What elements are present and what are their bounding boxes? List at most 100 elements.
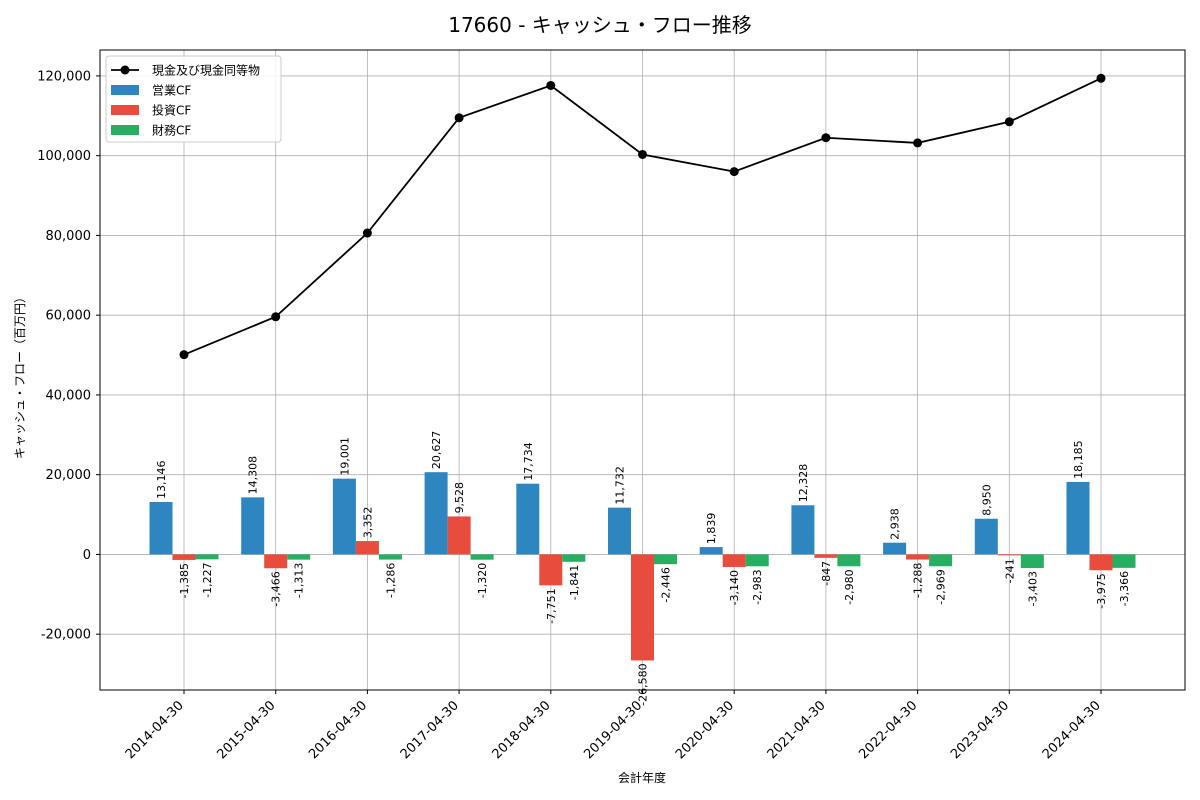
- bar-営業CF: [516, 483, 540, 555]
- bar-value-label: -241: [1003, 558, 1016, 583]
- y-tick-label: 40,000: [46, 388, 92, 403]
- x-axis-ticks: 2014-04-30 2015-04-30 2016-04-30 2017-04-30…: [123, 690, 1104, 762]
- x-tick-label: 2024-04-30: [1040, 698, 1104, 762]
- bar-投資CF: [631, 554, 654, 661]
- bar-営業CF: [883, 542, 907, 555]
- bar-財務CF: [654, 554, 677, 565]
- x-tick-label: 2021-04-30: [765, 698, 829, 762]
- x-tick-label: 2014-04-30: [123, 698, 187, 762]
- bar-value-label: 20,627: [430, 431, 443, 470]
- bar-value-label: -3,975: [1095, 573, 1108, 608]
- bar-財務CF: [1112, 554, 1136, 568]
- bar-営業CF: [332, 478, 356, 555]
- bar-value-label: -1,286: [384, 563, 397, 598]
- bar-財務CF: [378, 554, 402, 560]
- y-tick-label: 60,000: [46, 309, 92, 324]
- bar-value-label: -1,841: [568, 565, 581, 600]
- bar-財務CF: [929, 554, 953, 567]
- bar-営業CF: [424, 472, 448, 555]
- legend-label: 財務CF: [152, 123, 191, 138]
- bar-value-label: 19,001: [338, 437, 351, 476]
- bar-value-label: 11,732: [614, 466, 627, 505]
- legend-swatch: [111, 85, 139, 95]
- bar-value-label: 1,839: [705, 513, 718, 545]
- line-point: [1004, 117, 1014, 127]
- line-point: [271, 312, 281, 322]
- y-axis-label: キャッシュ・フロー（百万円）: [13, 291, 27, 459]
- bars: [149, 472, 1136, 661]
- legend-marker: [120, 65, 130, 75]
- line-point: [362, 228, 372, 238]
- bar-財務CF: [195, 554, 219, 560]
- x-tick-label: 2018-04-30: [490, 698, 554, 762]
- bar-営業CF: [241, 497, 265, 555]
- bar-value-label: -1,320: [476, 563, 489, 598]
- bar-value-label: -7,751: [545, 588, 558, 623]
- bar-value-label: -3,466: [270, 571, 283, 606]
- bar-value-label: -26,580: [637, 663, 650, 705]
- bar-財務CF: [837, 554, 861, 567]
- y-tick-label: 20,000: [46, 468, 92, 483]
- bar-value-label: -1,385: [178, 563, 191, 598]
- bar-営業CF: [791, 505, 815, 555]
- bar-value-label: 14,308: [247, 456, 260, 495]
- legend-swatch: [111, 125, 139, 135]
- y-tick-label: 0: [83, 548, 91, 563]
- bar-value-label: 8,950: [980, 484, 993, 516]
- y-tick-label: 100,000: [37, 149, 91, 164]
- x-tick-label: 2022-04-30: [856, 698, 920, 762]
- cash-line: [179, 73, 1106, 360]
- bar-投資CF: [355, 541, 379, 555]
- legend-label: 現金及び現金同等物: [152, 63, 260, 78]
- bar-財務CF: [470, 554, 494, 560]
- bar-value-label: -847: [820, 561, 833, 586]
- bar-value-label: -3,366: [1118, 571, 1131, 606]
- data-labels: 13,146 14,308 19,001 20,627 17,734 11,732 1,83…: [155, 431, 1131, 706]
- bar-財務CF: [562, 554, 586, 562]
- bar-value-label: 2,938: [889, 508, 902, 540]
- bar-営業CF: [974, 518, 998, 555]
- x-tick-label: 2016-04-30: [306, 698, 370, 762]
- x-tick-label: 2020-04-30: [673, 698, 737, 762]
- bar-営業CF: [608, 507, 631, 555]
- bar-営業CF: [699, 547, 723, 555]
- chart-title: 17660 - キャッシュ・フロー推移: [448, 13, 752, 37]
- bar-投資CF: [447, 516, 471, 555]
- y-tick-label: 120,000: [37, 69, 91, 84]
- bar-営業CF: [1066, 481, 1090, 555]
- bar-value-label: -2,983: [751, 569, 764, 604]
- line-point: [821, 133, 831, 143]
- line-point: [454, 113, 464, 123]
- bar-value-label: -2,980: [843, 569, 856, 604]
- line-point: [729, 167, 739, 177]
- line-point: [1096, 73, 1106, 83]
- bar-value-label: -3,140: [728, 570, 741, 605]
- bar-value-label: 3,352: [361, 507, 374, 539]
- bar-財務CF: [287, 554, 311, 560]
- y-tick-label: 80,000: [46, 229, 92, 244]
- bar-投資CF: [1089, 554, 1113, 571]
- y-tick-label: -20,000: [41, 628, 91, 643]
- bar-財務CF: [745, 554, 769, 567]
- legend-label: 営業CF: [152, 84, 191, 98]
- line-point: [638, 149, 647, 159]
- bar-投資CF: [997, 554, 1021, 556]
- bar-value-label: 9,528: [453, 482, 466, 514]
- line-point: [913, 138, 923, 148]
- y-axis-ticks: -20,000 0 20,000 40,000 60,000 80,000 100,000 1…: [37, 69, 100, 643]
- bar-投資CF: [539, 554, 563, 586]
- bar-投資CF: [906, 554, 930, 560]
- x-tick-label: 2017-04-30: [398, 698, 462, 762]
- legend-swatch: [111, 105, 139, 115]
- legend-box: [105, 55, 282, 143]
- x-tick-label: 2015-04-30: [214, 698, 278, 762]
- line-point: [179, 350, 189, 360]
- bar-投資CF: [172, 554, 196, 560]
- bar-財務CF: [1020, 554, 1044, 568]
- bar-value-label: -1,313: [293, 563, 306, 598]
- bar-value-label: -2,969: [935, 569, 948, 604]
- bar-投資CF: [814, 554, 838, 558]
- x-axis-label: 会計年度: [618, 770, 666, 785]
